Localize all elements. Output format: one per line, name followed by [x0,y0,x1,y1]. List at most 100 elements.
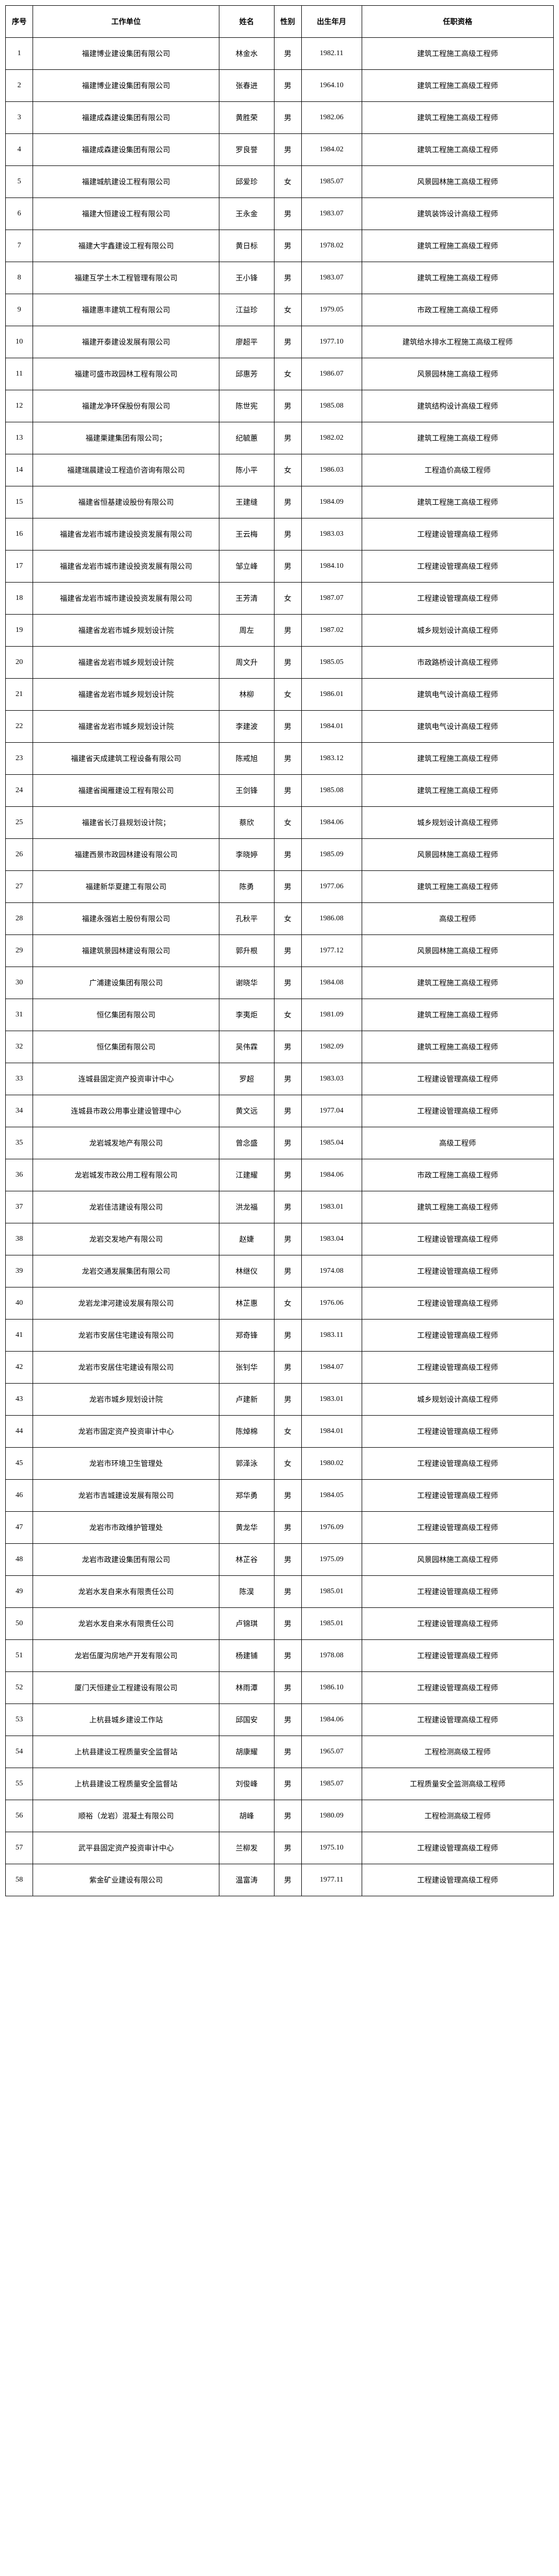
cell-birth: 1977.06 [301,871,362,903]
cell-seq: 56 [6,1800,33,1832]
cell-birth: 1987.07 [301,583,362,615]
cell-birth: 1975.10 [301,1832,362,1864]
cell-seq: 24 [6,775,33,807]
cell-name: 陈勇 [219,871,274,903]
cell-seq: 46 [6,1480,33,1512]
cell-name: 陈淏 [219,1576,274,1608]
cell-unit: 上杭县建设工程质量安全监督站 [33,1768,219,1800]
cell-name: 林芷惠 [219,1287,274,1320]
cell-seq: 1 [6,38,33,70]
cell-gender: 女 [274,807,301,839]
cell-name: 孔秋平 [219,903,274,935]
cell-birth: 1976.06 [301,1287,362,1320]
cell-gender: 女 [274,166,301,198]
table-row: 47龙岩市市政维护管理处黄龙华男1976.09工程建设管理高级工程师 [6,1512,554,1544]
cell-qual: 工程建设管理高级工程师 [362,1448,553,1480]
cell-gender: 男 [274,1640,301,1672]
cell-gender: 男 [274,1352,301,1384]
cell-name: 林继仪 [219,1255,274,1287]
cell-unit: 福建省龙岩市城市建设投资发展有限公司 [33,550,219,583]
table-row: 51龙岩伍厦沟房地产开发有限公司杨建铺男1978.08工程建设管理高级工程师 [6,1640,554,1672]
cell-gender: 男 [274,1159,301,1191]
cell-name: 李建波 [219,711,274,743]
cell-unit: 福建城航建设工程有限公司 [33,166,219,198]
cell-qual: 建筑工程施工高级工程师 [362,134,553,166]
table-row: 26福建西景市政园林建设有限公司李晓婷男1985.09风景园林施工高级工程师 [6,839,554,871]
cell-name: 吴伟霖 [219,1031,274,1063]
cell-name: 周文升 [219,647,274,679]
cell-gender: 女 [274,679,301,711]
cell-name: 王建缝 [219,486,274,518]
cell-unit: 武平县固定资产投资审计中心 [33,1832,219,1864]
cell-qual: 工程建设管理高级工程师 [362,550,553,583]
cell-qual: 城乡规划设计高级工程师 [362,615,553,647]
cell-qual: 高级工程师 [362,903,553,935]
table-row: 17福建省龙岩市城市建设投资发展有限公司邹立峰男1984.10工程建设管理高级工… [6,550,554,583]
cell-name: 卢锦琪 [219,1608,274,1640]
cell-gender: 男 [274,1384,301,1416]
table-row: 58紫金矿业建设有限公司温富涛男1977.11工程建设管理高级工程师 [6,1864,554,1896]
cell-name: 邱国安 [219,1704,274,1736]
table-row: 50龙岩水发自来水有限责任公司卢锦琪男1985.01工程建设管理高级工程师 [6,1608,554,1640]
cell-name: 黄文远 [219,1095,274,1127]
cell-unit: 龙岩市吉城建设发展有限公司 [33,1480,219,1512]
cell-unit: 上杭县城乡建设工作站 [33,1704,219,1736]
cell-seq: 43 [6,1384,33,1416]
cell-unit: 福建成森建设集团有限公司 [33,134,219,166]
cell-birth: 1984.09 [301,486,362,518]
cell-seq: 19 [6,615,33,647]
table-row: 29福建筑景园林建设有限公司郭升根男1977.12风景园林施工高级工程师 [6,935,554,967]
cell-qual: 工程建设管理高级工程师 [362,518,553,550]
cell-name: 江建耀 [219,1159,274,1191]
table-row: 55上杭县建设工程质量安全监督站刘俊峰男1985.07工程质量安全监测高级工程师 [6,1768,554,1800]
cell-gender: 男 [274,1223,301,1255]
cell-unit: 连城县市政公用事业建设管理中心 [33,1095,219,1127]
cell-seq: 18 [6,583,33,615]
cell-name: 陈世宪 [219,390,274,422]
cell-birth: 1981.09 [301,999,362,1031]
cell-qual: 建筑工程施工高级工程师 [362,70,553,102]
cell-seq: 13 [6,422,33,454]
cell-gender: 男 [274,1544,301,1576]
cell-qual: 工程建设管理高级工程师 [362,1095,553,1127]
cell-seq: 38 [6,1223,33,1255]
table-row: 4福建成森建设集团有限公司罗良誉男1984.02建筑工程施工高级工程师 [6,134,554,166]
cell-gender: 男 [274,1512,301,1544]
table-body: 1福建博业建设集团有限公司林金水男1982.11建筑工程施工高级工程师2福建博业… [6,38,554,1896]
cell-birth: 1980.02 [301,1448,362,1480]
cell-birth: 1985.05 [301,647,362,679]
table-row: 28福建永强岩土股份有限公司孔秋平女1986.08高级工程师 [6,903,554,935]
cell-seq: 40 [6,1287,33,1320]
cell-qual: 风景园林施工高级工程师 [362,166,553,198]
table-row: 31恒亿集团有限公司李夷炬女1981.09建筑工程施工高级工程师 [6,999,554,1031]
cell-birth: 1984.06 [301,1159,362,1191]
cell-name: 王小锋 [219,262,274,294]
cell-name: 林柳 [219,679,274,711]
cell-qual: 建筑工程施工高级工程师 [362,775,553,807]
cell-seq: 29 [6,935,33,967]
cell-birth: 1977.12 [301,935,362,967]
cell-birth: 1984.06 [301,1704,362,1736]
cell-name: 邹立峰 [219,550,274,583]
cell-seq: 30 [6,967,33,999]
cell-seq: 45 [6,1448,33,1480]
cell-unit: 广浦建设集团有限公司 [33,967,219,999]
table-row: 52厦门天恒建业工程建设有限公司林雨潭男1986.10工程建设管理高级工程师 [6,1672,554,1704]
cell-gender: 女 [274,454,301,486]
table-row: 27福建新华夏建工有限公司陈勇男1977.06建筑工程施工高级工程师 [6,871,554,903]
cell-qual: 工程质量安全监测高级工程师 [362,1768,553,1800]
cell-name: 郭泽泳 [219,1448,274,1480]
cell-seq: 12 [6,390,33,422]
cell-unit: 福建瑞晨建设工程造价咨询有限公司 [33,454,219,486]
cell-name: 罗超 [219,1063,274,1095]
cell-birth: 1986.07 [301,358,362,390]
cell-gender: 男 [274,70,301,102]
table-row: 3福建成森建设集团有限公司黄胜荣男1982.06建筑工程施工高级工程师 [6,102,554,134]
cell-seq: 5 [6,166,33,198]
table-row: 34连城县市政公用事业建设管理中心黄文远男1977.04工程建设管理高级工程师 [6,1095,554,1127]
cell-name: 温富涛 [219,1864,274,1896]
cell-qual: 城乡规划设计高级工程师 [362,807,553,839]
cell-qual: 建筑工程施工高级工程师 [362,743,553,775]
cell-seq: 20 [6,647,33,679]
cell-unit: 龙岩市固定资产投资审计中心 [33,1416,219,1448]
